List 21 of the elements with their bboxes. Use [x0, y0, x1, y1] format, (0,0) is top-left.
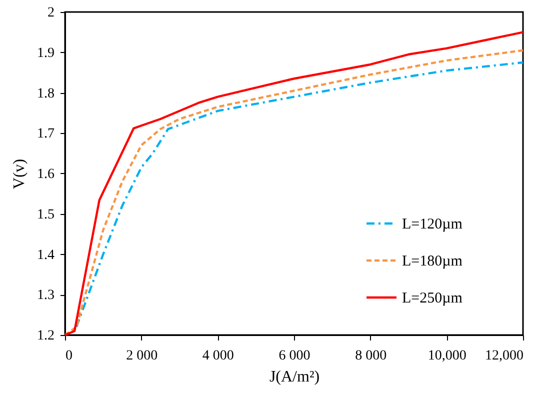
legend-label: L=180µm	[402, 254, 463, 270]
y-tick-label: 1.6	[37, 167, 54, 182]
y-tick-label: 1.7	[37, 126, 54, 142]
y-tick-label: 1.3	[37, 288, 54, 304]
y-tick-label: 1.2	[37, 328, 54, 344]
y-tick-label: 1.5	[37, 207, 54, 222]
x-tick-label: 8 000	[355, 348, 387, 364]
legend-label: L=250µm	[402, 290, 463, 306]
y-tick-label: 2	[48, 6, 54, 20]
x-tick-label: 4 000	[202, 348, 234, 364]
y-tick-label: 1.9	[37, 46, 54, 61]
x-tick-label: 0	[66, 348, 72, 364]
legend-label: L=120µm	[402, 216, 463, 232]
x-tick-label: 10,000	[428, 348, 466, 364]
x-tick-label: 2 000	[126, 348, 158, 364]
y-axis-title: V(v)	[11, 158, 28, 190]
y-tick-label: 1.8	[37, 86, 54, 102]
x-tick-label: 12,000	[485, 348, 524, 364]
x-axis-title: J(A/m²)	[269, 368, 320, 386]
y-tick-label: 1.4	[37, 248, 54, 263]
x-tick-label: 6 000	[278, 348, 310, 364]
